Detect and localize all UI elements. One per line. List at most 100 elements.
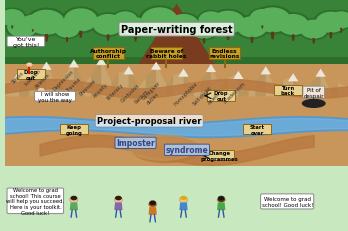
Polygon shape <box>5 166 348 231</box>
Polygon shape <box>233 72 244 80</box>
Polygon shape <box>276 81 283 97</box>
Polygon shape <box>255 69 266 97</box>
Circle shape <box>142 9 177 33</box>
Polygon shape <box>5 65 348 166</box>
Polygon shape <box>45 35 48 40</box>
Circle shape <box>114 197 122 203</box>
Polygon shape <box>106 37 110 42</box>
Text: Drop
out: Drop out <box>214 91 229 102</box>
Circle shape <box>122 19 149 36</box>
Text: Welcome to grad
school! Good luck!: Welcome to grad school! Good luck! <box>262 196 313 207</box>
Polygon shape <box>14 72 24 80</box>
Circle shape <box>120 17 151 38</box>
Circle shape <box>276 14 310 37</box>
Polygon shape <box>227 34 230 38</box>
Circle shape <box>62 8 100 33</box>
Text: Isolation: Isolation <box>24 68 42 87</box>
Polygon shape <box>151 62 161 70</box>
Polygon shape <box>21 37 24 42</box>
Polygon shape <box>69 60 79 68</box>
Circle shape <box>252 7 293 35</box>
Text: Ableism: Ableism <box>34 72 52 89</box>
FancyBboxPatch shape <box>151 47 182 60</box>
Polygon shape <box>209 30 212 34</box>
Circle shape <box>209 10 247 36</box>
Circle shape <box>1 11 24 26</box>
Polygon shape <box>45 37 48 43</box>
Circle shape <box>53 21 81 39</box>
Polygon shape <box>79 32 82 36</box>
Polygon shape <box>5 0 348 58</box>
Polygon shape <box>124 29 126 32</box>
Polygon shape <box>66 39 68 43</box>
Text: Self-doubt: Self-doubt <box>192 85 213 106</box>
Polygon shape <box>292 35 295 39</box>
Polygon shape <box>91 60 101 97</box>
Polygon shape <box>149 207 157 215</box>
Polygon shape <box>134 36 137 40</box>
Text: Drop
out: Drop out <box>24 70 38 80</box>
Polygon shape <box>261 67 271 75</box>
Polygon shape <box>340 30 342 34</box>
Text: Pressure: Pressure <box>79 78 97 96</box>
Text: Racism: Racism <box>134 89 150 105</box>
Polygon shape <box>135 5 218 69</box>
Polygon shape <box>340 29 342 32</box>
Polygon shape <box>129 69 139 97</box>
Polygon shape <box>36 65 46 97</box>
Polygon shape <box>114 203 122 210</box>
Ellipse shape <box>302 99 326 109</box>
Polygon shape <box>210 29 212 32</box>
Polygon shape <box>203 39 205 43</box>
FancyBboxPatch shape <box>17 70 45 80</box>
Circle shape <box>26 63 32 67</box>
Polygon shape <box>134 38 137 42</box>
Polygon shape <box>124 67 134 75</box>
Polygon shape <box>251 37 253 42</box>
Circle shape <box>113 13 137 29</box>
Polygon shape <box>238 74 248 97</box>
Text: I will show
you the way: I will show you the way <box>38 91 72 102</box>
Text: Endless
revisions: Endless revisions <box>209 49 240 59</box>
Circle shape <box>298 20 329 40</box>
FancyBboxPatch shape <box>7 37 45 47</box>
Text: Stress: Stress <box>10 70 25 84</box>
Circle shape <box>139 7 180 35</box>
Polygon shape <box>271 33 274 37</box>
FancyBboxPatch shape <box>7 188 64 214</box>
Circle shape <box>166 14 201 37</box>
Polygon shape <box>19 74 29 97</box>
Polygon shape <box>261 28 264 31</box>
Polygon shape <box>5 60 348 97</box>
Polygon shape <box>146 65 156 97</box>
Polygon shape <box>293 76 303 97</box>
Polygon shape <box>206 65 216 73</box>
Polygon shape <box>107 35 110 39</box>
FancyBboxPatch shape <box>243 125 271 135</box>
Circle shape <box>65 10 97 32</box>
Polygon shape <box>226 36 230 41</box>
Circle shape <box>235 16 269 39</box>
Polygon shape <box>166 76 173 97</box>
Polygon shape <box>179 69 189 77</box>
FancyBboxPatch shape <box>209 47 240 60</box>
Polygon shape <box>312 40 315 45</box>
Circle shape <box>248 9 276 28</box>
Text: syndrome: syndrome <box>166 146 208 155</box>
Circle shape <box>191 21 217 39</box>
FancyBboxPatch shape <box>93 47 124 60</box>
Circle shape <box>0 9 26 28</box>
Circle shape <box>330 13 348 29</box>
Polygon shape <box>132 137 201 163</box>
Circle shape <box>180 196 187 201</box>
FancyBboxPatch shape <box>207 91 235 101</box>
Circle shape <box>218 196 225 201</box>
Polygon shape <box>329 35 333 39</box>
Polygon shape <box>292 37 295 42</box>
Circle shape <box>199 13 223 29</box>
Text: Depression: Depression <box>52 68 74 91</box>
Polygon shape <box>182 35 185 39</box>
Circle shape <box>38 88 45 93</box>
Text: Pit of
despair: Pit of despair <box>303 87 324 98</box>
Polygon shape <box>96 58 106 66</box>
